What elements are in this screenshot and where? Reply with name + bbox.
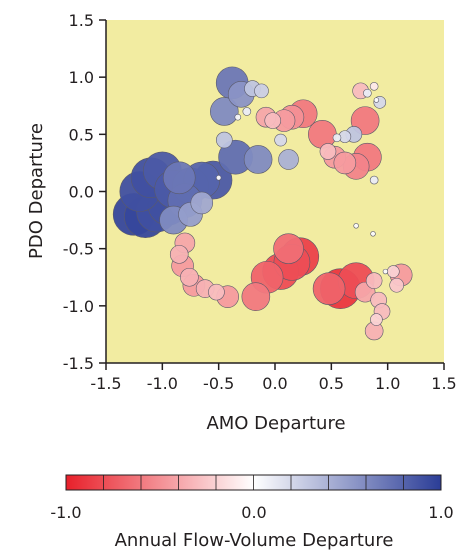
data-point: [369, 82, 379, 91]
data-point: [264, 112, 282, 129]
colorbar-label-mid: 0.0: [241, 503, 266, 522]
x-tick-label: 0.5: [319, 374, 344, 393]
data-point: [319, 143, 337, 160]
x-tick-label: -0.5: [203, 374, 234, 393]
data-point: [243, 145, 273, 174]
colorbar-label-min: -1.0: [50, 503, 81, 522]
data-points: [112, 66, 413, 341]
data-point: [216, 131, 233, 149]
y-tick-label: 1.5: [69, 11, 94, 30]
y-axis-title: PDO Departure: [26, 123, 47, 259]
colorbar-label-max: 1.0: [428, 503, 453, 522]
data-point: [273, 233, 304, 264]
data-point: [208, 283, 225, 301]
data-point: [382, 268, 389, 275]
y-tick-label: 0.0: [69, 183, 94, 202]
y-tick-label: -1.0: [63, 297, 94, 316]
data-point: [332, 133, 342, 143]
data-point: [353, 223, 359, 229]
x-tick-label: 1.0: [375, 374, 400, 393]
data-point: [210, 97, 239, 126]
data-point: [373, 97, 380, 103]
data-point: [369, 175, 379, 185]
data-point: [365, 272, 383, 289]
y-tick-label: 1.0: [69, 68, 94, 87]
y-tick-label: -1.5: [63, 354, 94, 373]
x-tick-label: 0.0: [262, 374, 287, 393]
axis-ticks: -1.5 -1.0 -0.5 0.0 0.5 1.0 1.5 1.5 1.0 0.5 0.0 -0.5…: [63, 11, 457, 393]
data-point: [370, 231, 376, 237]
data-point: [274, 133, 287, 147]
data-point: [162, 161, 196, 195]
data-point: [169, 245, 189, 264]
colorbar-title: Annual Flow-Volume Departure: [115, 530, 394, 551]
x-tick-label: -1.5: [90, 374, 121, 393]
data-point: [370, 313, 383, 326]
data-point: [241, 282, 271, 311]
data-point: [363, 88, 372, 98]
x-axis-title: AMO Departure: [206, 413, 345, 434]
data-point: [190, 191, 214, 215]
data-point: [312, 272, 346, 305]
x-tick-label: 1.5: [431, 374, 456, 393]
data-point: [386, 265, 400, 278]
colorbar-ticks: [103, 475, 404, 490]
data-point: [234, 113, 242, 121]
data-point: [308, 120, 337, 149]
data-point: [254, 83, 269, 99]
data-point: [278, 149, 299, 170]
y-tick-label: 0.5: [69, 125, 94, 144]
data-point: [242, 107, 252, 116]
data-point: [389, 277, 404, 293]
data-point: [215, 175, 222, 181]
data-point: [333, 151, 357, 175]
data-point: [180, 267, 199, 287]
y-tick-label: -0.5: [63, 240, 94, 259]
x-tick-label: -1.0: [147, 374, 178, 393]
